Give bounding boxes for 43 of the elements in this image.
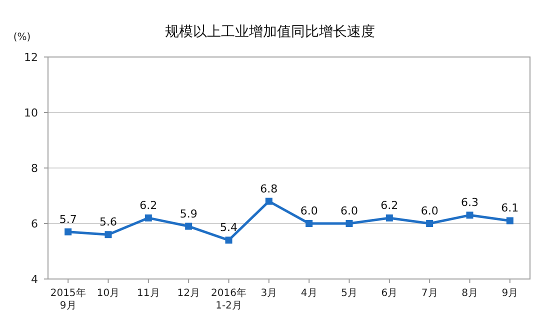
y-tick-label: 8 xyxy=(31,162,38,175)
point xyxy=(144,214,152,222)
point xyxy=(185,222,192,230)
y-tick-label: 12 xyxy=(24,51,38,64)
x-tick-label: 4月 xyxy=(300,288,318,299)
point xyxy=(426,220,434,227)
point xyxy=(306,220,313,227)
text: 6.0 xyxy=(340,204,358,218)
x-tick-label: 7月 xyxy=(421,288,438,299)
y-tick-label: 6 xyxy=(31,218,38,230)
text: 6.0 xyxy=(300,204,318,218)
point xyxy=(386,214,393,222)
point xyxy=(64,228,72,236)
x-tick-label: 8月 xyxy=(462,288,478,299)
x-tick-label: 12月 xyxy=(177,288,200,299)
point xyxy=(346,220,353,227)
text: 5.6 xyxy=(100,216,117,229)
point xyxy=(104,231,112,238)
text: 6.0 xyxy=(420,204,438,218)
text: 6.3 xyxy=(461,196,478,210)
text: 5.9 xyxy=(180,207,198,220)
y-tick-label: 4 xyxy=(31,273,38,286)
x-tick-label: 3月 xyxy=(260,288,278,299)
text: 6.2 xyxy=(140,198,158,212)
text: 6.1 xyxy=(501,202,519,215)
point xyxy=(265,198,272,205)
x-tick-label: 2016年 1-2月 xyxy=(211,287,246,312)
x-tick-label: 2015年 9月 xyxy=(50,287,86,312)
x-tick-label: 5月 xyxy=(341,288,358,299)
x-tick-label: 6月 xyxy=(381,288,398,299)
text: 6.2 xyxy=(380,198,398,212)
point xyxy=(225,236,232,244)
text: 5.4 xyxy=(220,221,238,234)
point xyxy=(466,212,474,219)
text: 6.8 xyxy=(260,182,278,196)
text: 5.7 xyxy=(59,212,77,226)
x-tick-label: 10月 xyxy=(96,288,120,299)
y-axis-title: (%) xyxy=(13,32,31,43)
x-tick-label: 11月 xyxy=(137,288,160,299)
chart-title: 规模以上工业增加值同比增长速度 xyxy=(165,24,375,40)
point xyxy=(506,217,514,224)
y-tick-label: 10 xyxy=(24,106,38,120)
x-tick-label: 9月 xyxy=(502,288,518,299)
